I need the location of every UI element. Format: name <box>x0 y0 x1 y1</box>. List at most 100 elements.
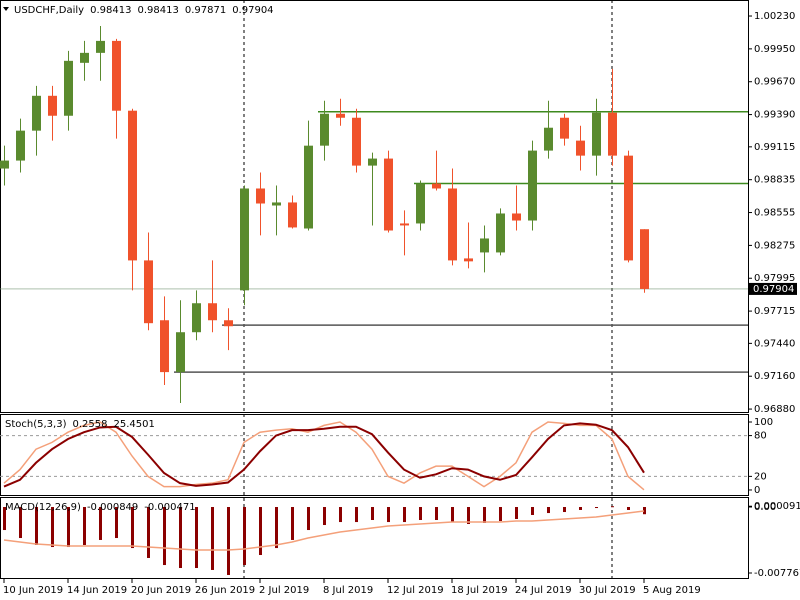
header-title: MACD(12,26,9) <box>5 502 81 513</box>
y-tick-label: -0.007767 <box>754 568 800 579</box>
candle-body <box>608 112 617 156</box>
histogram-bar <box>147 507 150 558</box>
candle-body <box>304 145 313 229</box>
panel-header: MACD(12,26,9) -0.000849 -0.000471 <box>5 502 196 513</box>
candle-body <box>272 202 281 206</box>
histogram-bar <box>163 507 166 566</box>
candle-body <box>528 150 537 221</box>
y-tick-label: 0.97160 <box>754 371 795 382</box>
histogram-bar <box>323 507 326 526</box>
y-tick-label: 0.000091 <box>754 501 800 512</box>
y-tick-label: 0.99670 <box>754 77 795 88</box>
histogram-bar <box>195 507 198 569</box>
histogram-bar <box>3 507 6 531</box>
histogram-bar <box>67 507 70 548</box>
candle-body <box>512 213 521 221</box>
histogram-bar <box>227 507 230 575</box>
header-title: USDCHF,Daily <box>14 5 84 16</box>
y-tick-label: 0.97440 <box>754 338 795 349</box>
histogram-bar <box>339 507 342 523</box>
histogram-bar <box>275 507 278 549</box>
x-tick-label: 14 Jun 2019 <box>67 585 127 596</box>
histogram-bar <box>83 507 86 545</box>
candle-body <box>576 140 585 156</box>
header-value: 25.4501 <box>113 419 154 430</box>
histogram-bar <box>19 507 22 539</box>
histogram-bar <box>259 507 262 556</box>
x-tick-label: 5 Aug 2019 <box>643 585 701 596</box>
candle-body <box>32 95 41 131</box>
candle-body <box>464 258 473 262</box>
candle-body <box>176 332 185 373</box>
histogram-bar <box>131 507 134 549</box>
candle-body <box>400 223 409 226</box>
histogram-bar <box>419 507 422 521</box>
candle-body <box>48 95 57 116</box>
histogram-bar <box>531 507 534 515</box>
candle-body <box>544 127 553 151</box>
candle-body <box>64 60 73 116</box>
histogram-bar <box>595 507 598 509</box>
histogram-bar <box>371 507 374 521</box>
candle-body <box>0 160 9 169</box>
signal-line <box>3 510 645 551</box>
histogram-bar <box>243 507 246 566</box>
x-tick-label: 30 Jul 2019 <box>579 585 636 596</box>
candle-body <box>320 113 329 146</box>
candle-body <box>480 238 489 253</box>
candle-body <box>224 320 233 327</box>
histogram-bar <box>291 507 294 540</box>
stoch-panel <box>0 414 749 496</box>
x-tick-label: 24 Jul 2019 <box>515 585 572 596</box>
header-value: 0.98413 <box>90 5 131 16</box>
candle-body <box>640 229 649 289</box>
y-tick-label: 0.98275 <box>754 240 795 251</box>
candle-body <box>352 117 361 166</box>
histogram-bar <box>211 507 214 570</box>
candle-body <box>448 188 457 261</box>
candle-body <box>416 183 425 224</box>
candle-body <box>592 112 601 156</box>
histogram-bar <box>403 507 406 523</box>
y-tick-label: 0.97715 <box>754 306 795 317</box>
candle-body <box>368 158 377 166</box>
candle-body <box>192 303 201 333</box>
histogram-bar <box>611 506 614 508</box>
x-tick-label: 26 Jun 2019 <box>195 585 255 596</box>
histogram-bar <box>563 507 566 513</box>
y-tick-label: 0.00 <box>754 502 776 513</box>
histogram-bar <box>483 507 486 523</box>
y-tick-label: 0.99950 <box>754 44 795 55</box>
y-tick-label: 0.98555 <box>754 208 795 219</box>
header-title: Stoch(5,3,3) <box>5 419 67 430</box>
histogram-bar <box>515 507 518 519</box>
histogram-bar <box>99 507 102 540</box>
x-tick-label: 18 Jul 2019 <box>451 585 508 596</box>
histogram-bar <box>307 507 310 531</box>
panel-header: USDCHF,Daily 0.98413 0.98413 0.97871 0.97904 <box>14 5 274 16</box>
candle-body <box>288 202 297 228</box>
header-value: -0.000849 <box>87 502 138 513</box>
candle-body <box>16 130 25 161</box>
histogram-bar <box>579 507 582 510</box>
y-tick-label: 0.96880 <box>754 404 795 415</box>
histogram-bar <box>387 507 390 523</box>
header-icon <box>3 7 9 11</box>
y-tick-label: 0.99390 <box>754 110 795 121</box>
x-tick-label: 20 Jun 2019 <box>131 585 191 596</box>
price-tag <box>749 282 797 295</box>
y-tick-label: 0.98835 <box>754 175 795 186</box>
histogram-bar <box>467 507 470 524</box>
x-tick-label: 12 Jul 2019 <box>387 585 444 596</box>
histogram-bar <box>35 507 38 545</box>
header-value: 0.97904 <box>232 5 273 16</box>
y-tick-label: 1.00230 <box>754 11 795 22</box>
candle-body <box>256 188 265 204</box>
candle-body <box>208 303 217 321</box>
stoch-line <box>3 422 645 488</box>
histogram-bar <box>355 507 358 523</box>
histogram-bar <box>435 507 438 521</box>
panel-header: Stoch(5,3,3) 0.2558 25.4501 <box>5 419 155 430</box>
